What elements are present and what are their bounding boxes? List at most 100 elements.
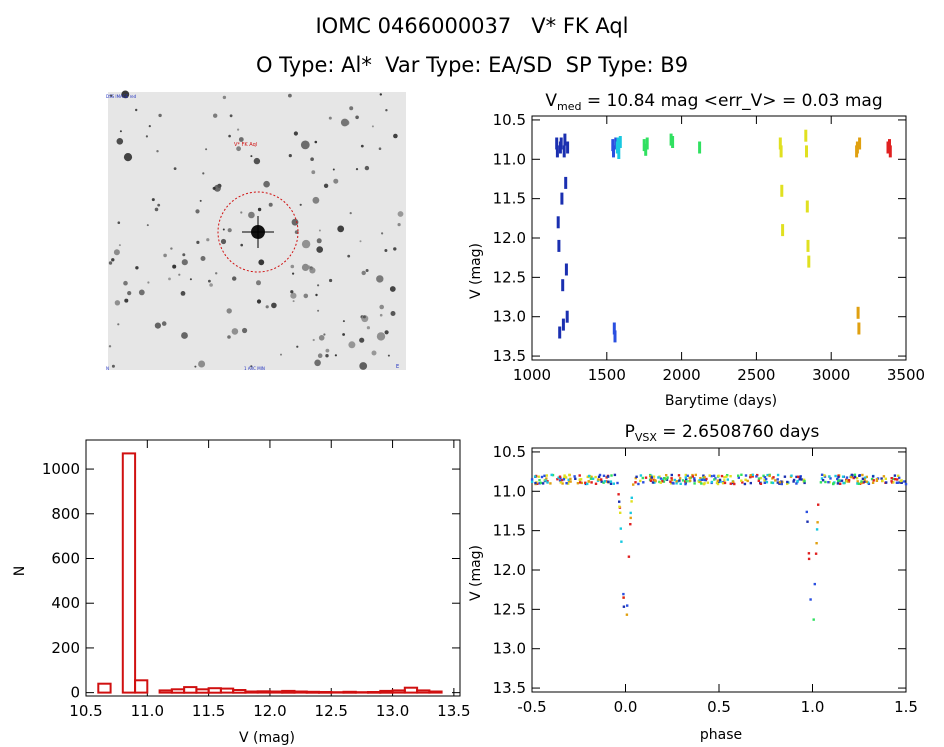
finder-star [366, 326, 370, 330]
phased-xtick-label: -0.5 [517, 698, 546, 716]
lightcurve-point [565, 310, 569, 323]
phased-point [836, 477, 839, 481]
phased-point [684, 482, 687, 486]
phased-point [544, 479, 547, 482]
finder-star [236, 146, 242, 152]
lightcurve-ytick-label: 11.0 [493, 150, 526, 168]
lightcurve-point [856, 306, 860, 319]
phased-point [856, 482, 859, 485]
histogram-bar [244, 690, 259, 694]
phased-xlabel: phase [700, 727, 742, 743]
finder-star [138, 289, 145, 296]
finder-star [318, 335, 325, 341]
finder-star [227, 335, 231, 339]
phased-xtick-label: 0.0 [614, 698, 638, 716]
lightcurve-point [564, 263, 568, 276]
phased-point [597, 478, 600, 481]
histogram-bar [318, 691, 333, 694]
phased-point [718, 478, 722, 482]
finder-star [328, 116, 332, 120]
histogram-bar [293, 690, 308, 694]
phased-point [723, 481, 727, 485]
phased-point [842, 481, 845, 485]
phased-point [649, 475, 652, 478]
phased-point [795, 475, 798, 479]
lightcurve-xlabel: Barytime (days) [665, 393, 777, 409]
phased-point [776, 478, 779, 481]
lightcurve-point [779, 145, 783, 158]
finder-star [158, 113, 162, 118]
phased-point [689, 479, 692, 482]
finder-label-bottom-mid: 1 ARC MIN [244, 366, 265, 371]
finder-star [397, 211, 404, 217]
lightcurve-ylabel: V (mag) [468, 243, 484, 299]
histogram-xtick-label: 12.5 [315, 702, 348, 720]
phased-point [703, 475, 706, 479]
finder-star [323, 183, 329, 188]
histogram-bar [195, 688, 210, 694]
finder-star [116, 138, 124, 145]
phased-point [618, 500, 621, 503]
phased-point [678, 479, 681, 482]
finder-star [348, 341, 356, 349]
finder-star [194, 365, 197, 368]
finder-star [198, 360, 206, 368]
phased-point [729, 475, 732, 478]
phased-point [797, 475, 800, 478]
phased-point [819, 481, 823, 484]
finder-star [195, 209, 200, 214]
lightcurve-point [556, 216, 560, 229]
histogram-ylabel: N [12, 566, 28, 576]
finder-star [309, 267, 316, 274]
finder-star [342, 320, 345, 323]
histogram-bar [158, 689, 173, 694]
phased-point [771, 481, 775, 485]
phased-point [871, 481, 875, 484]
phased-point [824, 480, 827, 484]
phased-point [550, 473, 553, 477]
phased-point [634, 476, 637, 480]
finder-star [232, 276, 237, 281]
finder-star [146, 224, 149, 227]
finder-star [296, 345, 299, 348]
finder-star [334, 354, 337, 357]
phased-point [609, 480, 613, 483]
lightcurve-point [561, 318, 565, 331]
phased-point [573, 475, 576, 478]
finder-star [317, 309, 320, 312]
phased-point [780, 482, 783, 486]
phased-point [719, 480, 722, 483]
phased-point [627, 555, 631, 558]
phased-point [820, 473, 824, 476]
phased-point [749, 475, 752, 479]
phased-point [716, 479, 719, 482]
phased-point [722, 482, 725, 485]
phased-point [737, 476, 740, 479]
finder-star [288, 93, 292, 98]
phased-point [845, 479, 849, 483]
finder-star [325, 348, 330, 353]
phased-point [551, 473, 555, 477]
phased-point [871, 475, 875, 478]
phased-point [802, 478, 806, 481]
finder-label-top-left: DSS IMAGE red [106, 94, 137, 99]
lightcurve-point [563, 133, 567, 146]
finder-star [393, 133, 398, 139]
lightcurve-point [560, 192, 564, 205]
finder-star [242, 327, 248, 334]
phased-point [861, 473, 864, 477]
finder-star [257, 207, 262, 212]
histogram-plot-area: 10.5 11.0 11.5 12.0 12.5 13.0 13.5 0 200 400 600 80… [42, 439, 470, 720]
finder-star [156, 150, 159, 153]
phased-point [678, 477, 682, 480]
phased-point [786, 480, 789, 484]
phased-ytick-label: 12.5 [493, 600, 526, 618]
phased-point [632, 483, 635, 486]
phased-point [857, 482, 860, 485]
phased-point [749, 481, 752, 485]
finder-star [157, 203, 161, 207]
finder-star [113, 249, 120, 256]
histogram-bar [134, 679, 149, 694]
phased-point [805, 510, 808, 514]
phased-point [538, 482, 541, 485]
